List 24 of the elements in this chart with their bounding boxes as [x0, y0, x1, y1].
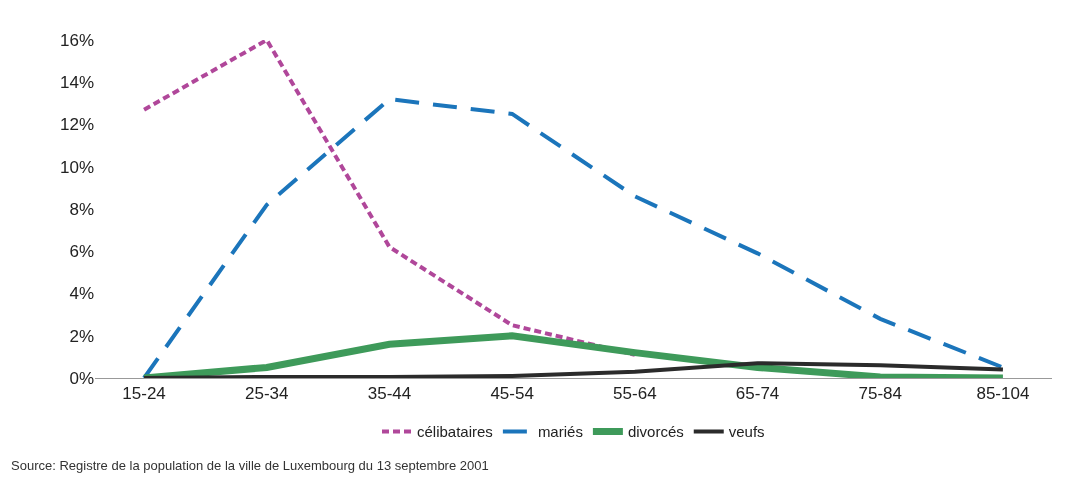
- x-tick-label: 85-104: [976, 384, 1030, 404]
- y-tick-label: 6%: [69, 242, 94, 262]
- x-tick-label: 35-44: [367, 384, 412, 404]
- x-tick-label: 25-34: [245, 384, 289, 404]
- y-tick-label: 10%: [59, 157, 94, 177]
- legend-label: célibataires: [417, 423, 493, 441]
- legend-label: divorcés: [627, 423, 684, 441]
- legend-label: veufs: [728, 423, 765, 441]
- x-tick-label: 75-84: [858, 384, 902, 404]
- source-note: Source: Registre de la population de la ville de Luxembourg du 13 septembre 2001: [11, 458, 489, 473]
- y-tick-label: 8%: [69, 199, 94, 219]
- y-tick-label: 16%: [59, 30, 94, 50]
- y-tick-label: 4%: [69, 284, 94, 304]
- y-tick-label: 14%: [59, 73, 94, 93]
- line-series: [142, 361, 1005, 378]
- x-tick-label: 15-24: [122, 384, 166, 404]
- x-tick-label: 55-64: [613, 384, 657, 404]
- y-tick-label: 0%: [69, 368, 94, 388]
- y-tick-label: 12%: [59, 115, 94, 135]
- y-tick-label: 2%: [69, 326, 94, 346]
- line-series: [142, 97, 1005, 378]
- x-tick-label: 65-74: [735, 384, 780, 404]
- x-tick-label: 45-54: [490, 384, 534, 404]
- legend-label: mariés: [537, 423, 583, 441]
